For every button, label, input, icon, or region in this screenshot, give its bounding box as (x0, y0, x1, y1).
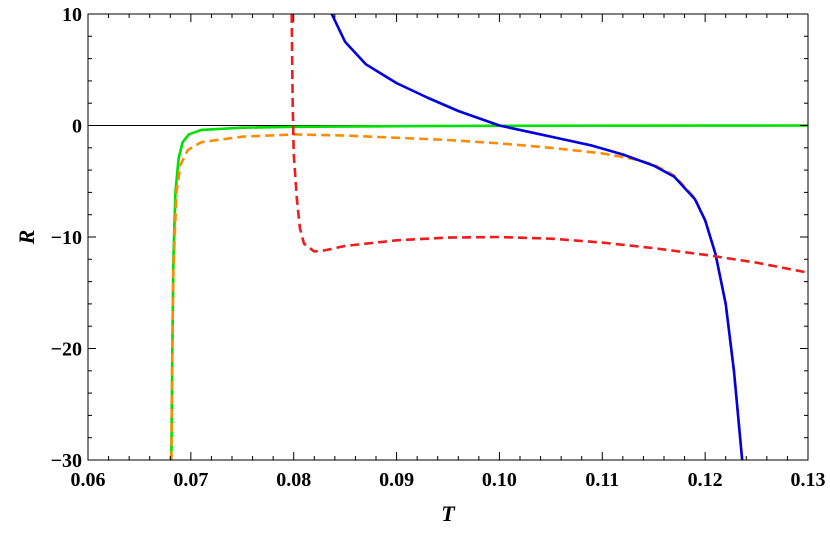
series-line-4 (290, 14, 808, 274)
x-tick-label: 0.10 (482, 469, 517, 491)
y-tick-label: −10 (51, 227, 82, 249)
y-tick-label: 10 (62, 4, 82, 26)
x-tick-label: 0.11 (585, 469, 619, 491)
x-tick-label: 0.12 (688, 469, 723, 491)
x-tick-label: 0.09 (379, 469, 414, 491)
x-axis-label: T (441, 501, 456, 526)
series-line-2 (170, 133, 744, 460)
y-axis-label: R (14, 230, 39, 246)
series-line-1 (170, 124, 808, 460)
y-tick-label: 0 (72, 116, 82, 138)
series-line-3 (330, 14, 744, 460)
x-tick-label: 0.07 (173, 469, 208, 491)
x-tick-label: 0.08 (276, 469, 311, 491)
x-tick-label: 0.13 (791, 469, 826, 491)
y-tick-label: −30 (51, 450, 82, 472)
y-tick-label: −20 (51, 339, 82, 361)
x-tick-label: 0.06 (71, 469, 106, 491)
